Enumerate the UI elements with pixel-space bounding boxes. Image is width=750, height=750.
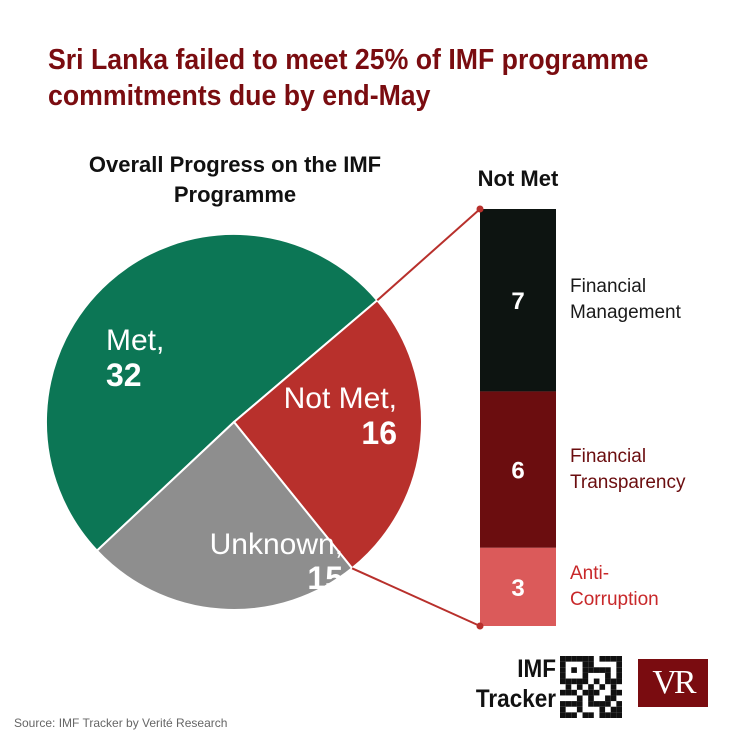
bar-category-label: Anti- Corruption [570,561,659,613]
verite-research-logo: VR [638,659,708,707]
source-note: Source: IMF Tracker by Verité Research [14,716,228,730]
bar-category-label-line: Corruption [570,589,659,610]
bar-category-label-line: Financial [570,446,647,467]
bar-segment-financial-transparency-value: 6 [511,458,524,485]
slice-not-met-value: 16 [361,415,397,451]
bar-segment-anti-corruption [480,547,556,626]
bar-category-label-line: Anti- [570,563,610,584]
slice-met [45,233,379,553]
slice-not-met [232,298,423,570]
slice-unknown-value: 15 [307,560,343,596]
qr-code-icon [560,656,622,718]
slice-unknown [95,420,354,611]
bar-chart-title: Not Met [477,166,559,191]
bar-category-label-line: Transparency [570,472,686,493]
tracker-line-1: IMF [517,655,556,683]
bar-category-label: Financial Transparency [570,444,685,496]
bar-segment-financial-management-value: 7 [511,288,524,315]
connector-dot-bottom [476,622,484,630]
slice-met-value: 32 [106,357,142,393]
bar-segment-financial-transparency [480,391,556,548]
connector-line-bottom [351,567,481,627]
slice-unknown-label: Unknown, [210,528,343,561]
slice-not-met-label: Not Met, [284,382,397,415]
connector-dot-top [476,205,484,213]
bar-category-label: Financial Management [570,274,681,326]
tracker-line-2: Tracker [475,685,556,713]
bar-segment-anti-corruption-value: 3 [511,575,524,602]
bar-category-label-line: Financial [570,276,647,297]
bar-category-label-line: Management [570,302,681,323]
imf-tracker-wordmark: IMF Tracker [475,654,556,714]
bar-segment-financial-management [480,209,556,392]
page-title: Sri Lanka failed to meet 25% of IMF prog… [48,44,649,112]
pie-chart-title: Overall Progress on the IMF Programme [88,152,382,207]
slice-met-label: Met, [106,324,164,357]
connector-line-top [376,208,481,302]
